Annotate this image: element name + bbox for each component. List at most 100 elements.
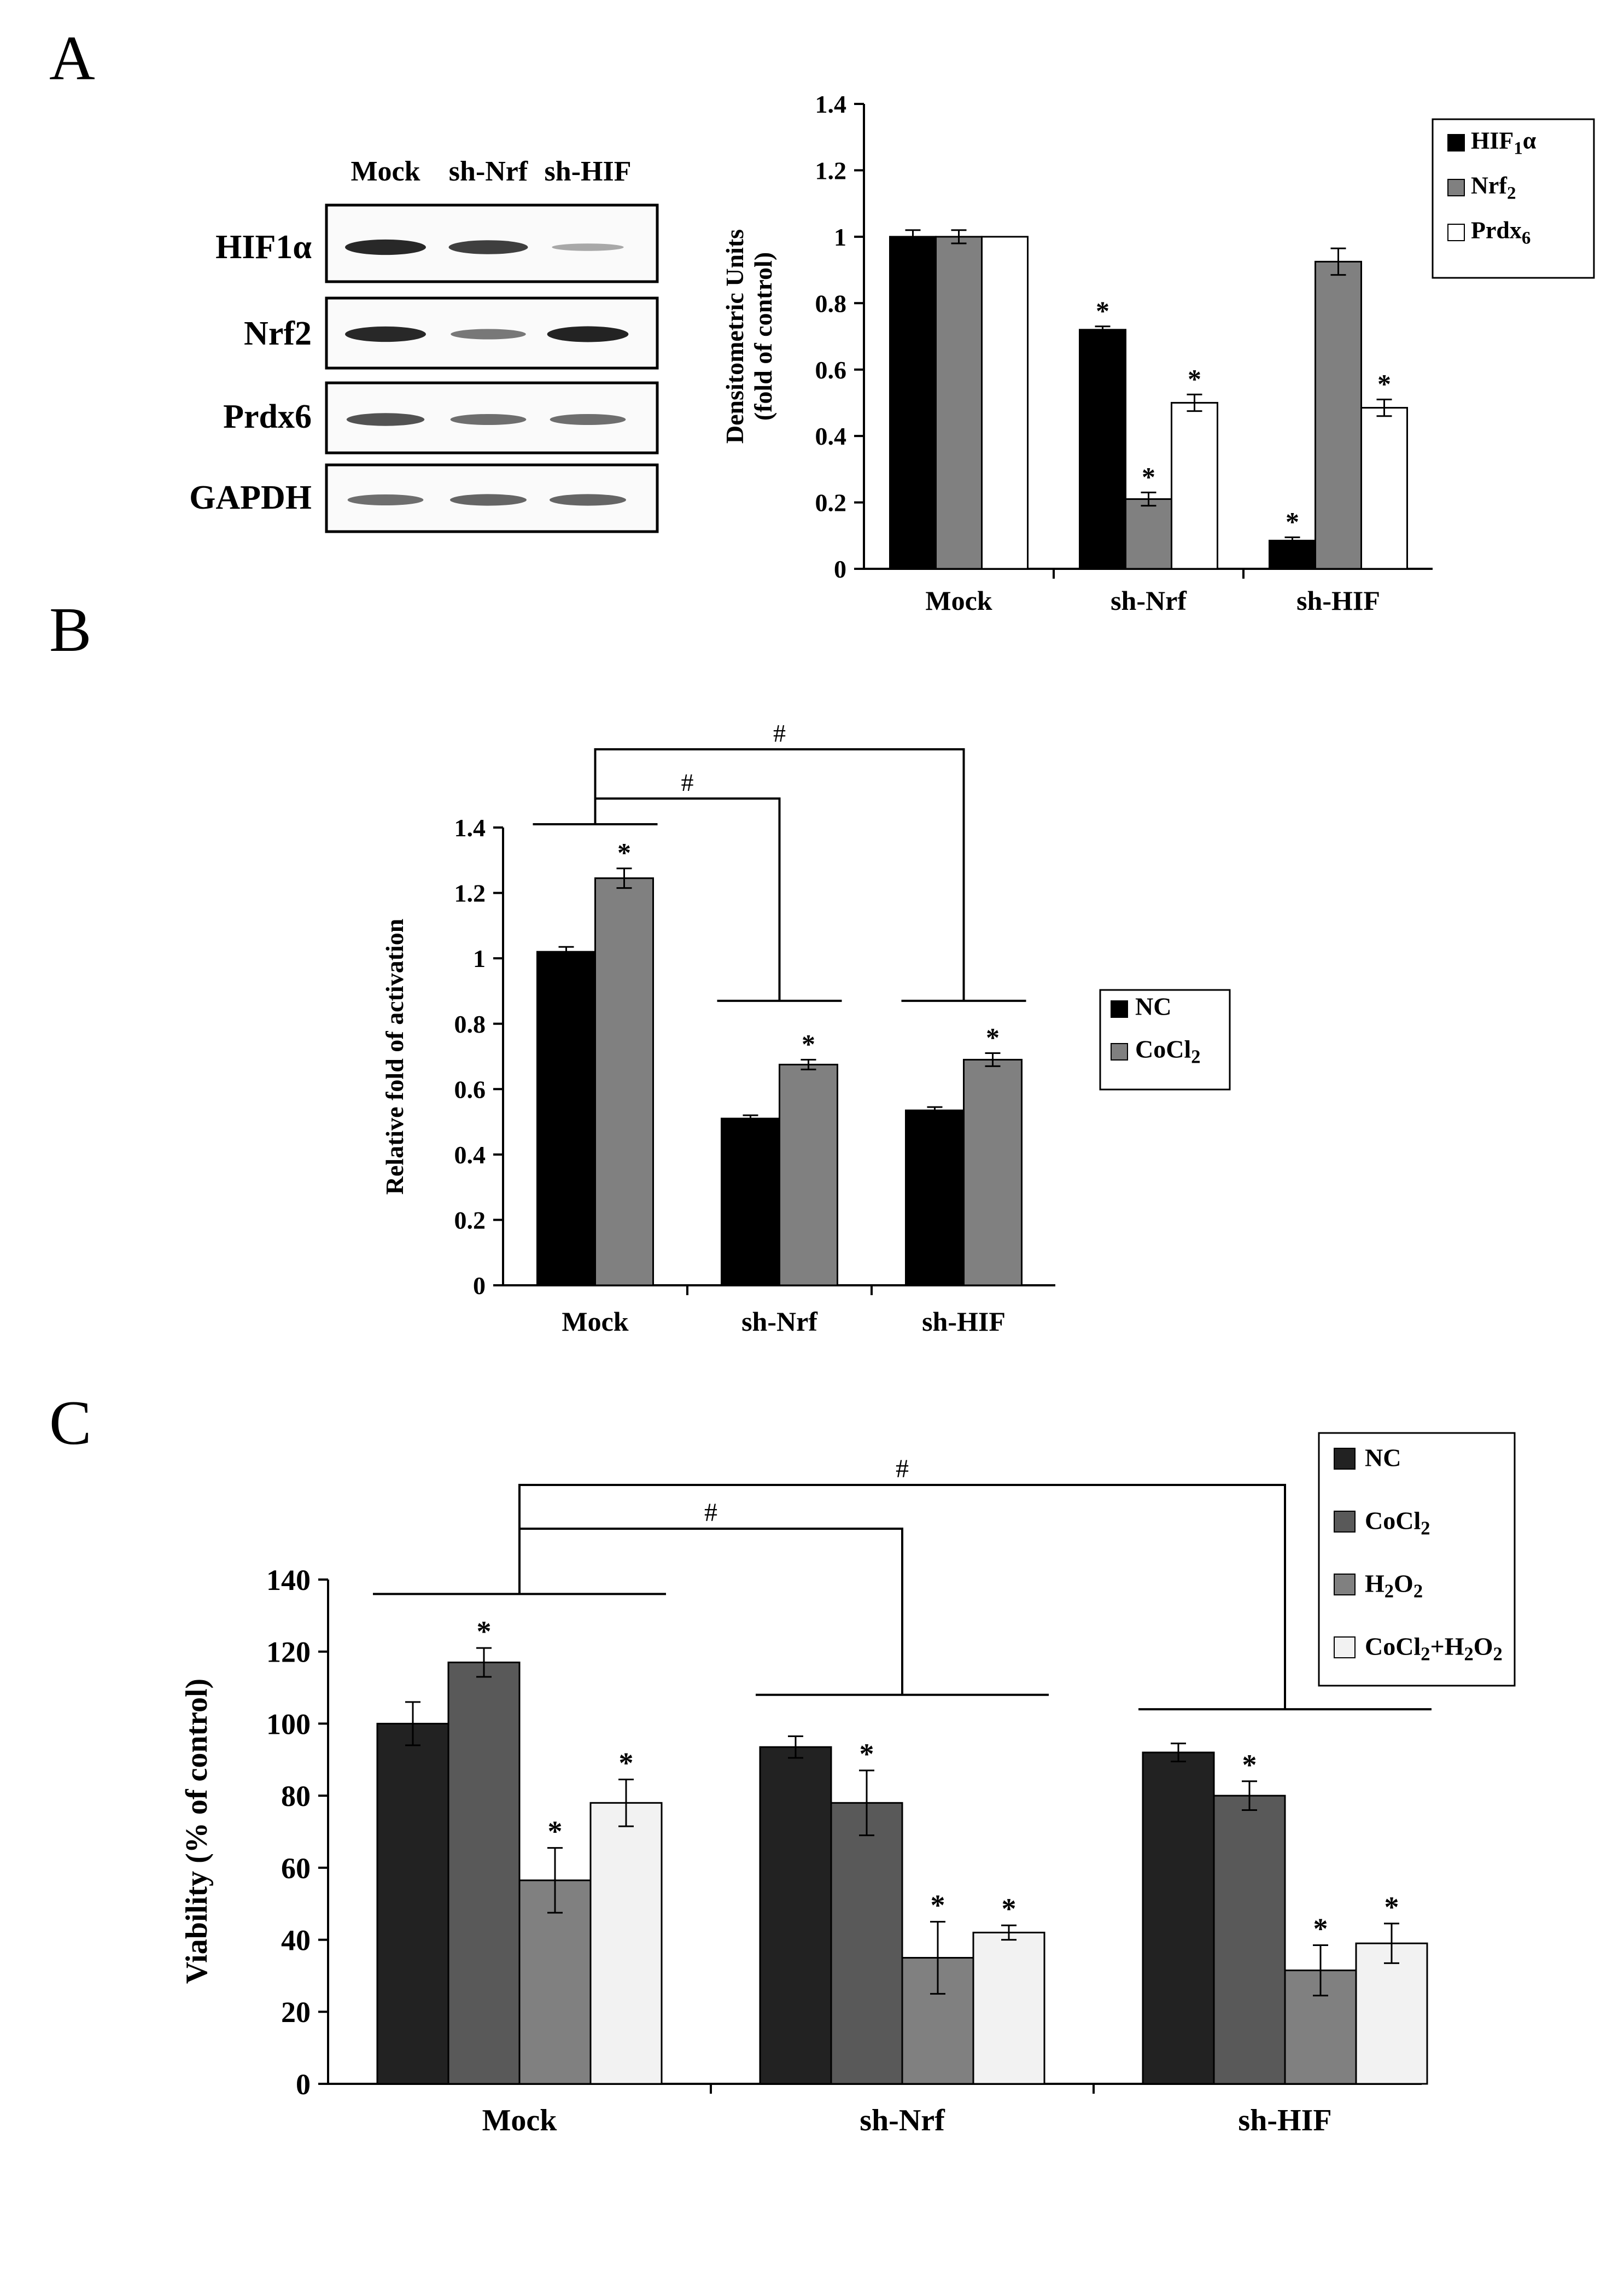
legend-label-b-nc: NC: [1135, 993, 1171, 1021]
bracket-label-b: #: [773, 719, 786, 747]
chart-c-y-tick-label: 40: [281, 1924, 311, 1956]
chart-b-y-tick-label: 0.8: [454, 1010, 486, 1038]
chart-b-y-tick-label: 1: [473, 945, 486, 972]
significance-marker-c: *: [619, 1747, 634, 1780]
significance-marker-c: *: [477, 1615, 492, 1648]
chart-b: 0 0.2 0.4 0.6 0.8 1 1.2 1.4 Mock sh-Nrf sh-HIF Rela…: [381, 719, 1231, 1337]
legend-swatch-c-cocl2-h2o2: [1334, 1636, 1356, 1658]
blot-lane-label-sh-hif: sh-HIF: [545, 156, 632, 187]
bar-a-sh-hif-nrf2: [1315, 260, 1362, 570]
chart-c-y-tick-label: 0: [296, 2068, 311, 2101]
bar-c-sh-hif-cocl2: [1213, 1795, 1286, 2085]
bar-c-mock-nc: [376, 1722, 449, 2085]
chart-a-y-tick-label: 1.2: [815, 157, 847, 185]
significance-marker-b: *: [617, 837, 631, 868]
bar-a-sh-hif-hif1: [1269, 539, 1316, 570]
band-nrf2-mock: [345, 326, 426, 342]
significance-marker-a: *: [1188, 363, 1201, 394]
band-gapdh-mock: [347, 494, 424, 506]
bar-c-mock-cocl2-h2o2: [589, 1802, 663, 2085]
legend-swatch-c-h2o2: [1334, 1574, 1356, 1595]
legend-label-c-nc: NC: [1365, 1443, 1401, 1471]
significance-marker-a: *: [1377, 368, 1391, 399]
chart-a-y-axis-label: Densitometric Units: [721, 229, 749, 444]
panel-label-a: A: [49, 24, 95, 94]
chart-c-category-label-mock: Mock: [482, 2104, 558, 2137]
chart-b-category-label-sh-nrf: sh-Nrf: [741, 1306, 818, 1337]
chart-b-category-label-sh-hif: sh-HIF: [922, 1306, 1006, 1337]
bar-a-sh-hif-prdx6: [1360, 407, 1408, 570]
legend-swatch-b-cocl2: [1111, 1043, 1128, 1061]
chart-c-y-tick-label: 20: [281, 1996, 311, 2029]
chart-b-y-axis-label: Relative fold of activation: [381, 919, 408, 1195]
chart-a-category-label-mock: Mock: [925, 585, 992, 616]
bracket-b-mock-sh-hif: [594, 748, 965, 1001]
legend-swatch-a-prdx6: [1447, 224, 1465, 241]
bar-c-sh-hif-nc: [1142, 1751, 1215, 2085]
bar-a-mock-hif1: [889, 236, 937, 570]
bracket-label-c: #: [704, 1498, 717, 1527]
blot-row-label-gapdh: GAPDH: [189, 479, 312, 516]
bar-a-sh-nrf-nrf2: [1125, 498, 1172, 570]
chart-c-y-tick-label: 100: [266, 1708, 311, 1740]
band-prdx6-mock: [346, 413, 425, 426]
band-hif1-sh-nrf: [448, 240, 528, 254]
significance-marker-c: *: [1002, 1892, 1017, 1925]
legend-label-a-hif1: HIF1α: [1471, 127, 1537, 159]
legend-label-b-cocl2: CoCl2: [1135, 1035, 1200, 1068]
chart-b-y-tick-label: 0.4: [454, 1141, 486, 1169]
chart-c: 0 20 40 60 80 100 120 140 Mock sh-Nrf sh-HIF Viabil…: [180, 1432, 1516, 2137]
bracket-c-mock-sh-hif: [518, 1484, 1286, 1710]
chart-c-category-label-sh-hif: sh-HIF: [1238, 2104, 1331, 2137]
western-blot: Mock sh-Nrf sh-HIF HIF1α Nrf2 Prdx6 GAPD…: [189, 156, 659, 533]
legend-label-c-cocl2-h2o2: CoCl2+H2O2: [1365, 1632, 1503, 1664]
bar-b-sh-nrf-nc: [721, 1117, 780, 1286]
legend-swatch-a-hif1: [1447, 134, 1465, 152]
chart-a-y-tick-label: 0: [834, 555, 846, 583]
chart-c-y-tick-label: 140: [266, 1564, 311, 1597]
blot-lane-label-mock: Mock: [350, 156, 420, 187]
blot-lane-label-sh-nrf: sh-Nrf: [449, 156, 528, 187]
bar-b-mock-cocl2: [594, 877, 654, 1286]
bar-a-mock-nrf2: [935, 236, 983, 570]
bar-c-sh-hif-cocl2-h2o2: [1355, 1942, 1428, 2085]
band-prdx6-sh-nrf: [450, 413, 527, 426]
legend-swatch-b-nc: [1111, 1000, 1128, 1018]
chart-c-y-tick-label: 60: [281, 1852, 311, 1885]
blot-row-label-nrf2: Nrf2: [244, 315, 312, 352]
blot-row-label-prdx6: Prdx6: [223, 398, 312, 435]
chart-b-y-tick-label: 0.2: [454, 1207, 486, 1234]
significance-marker-a: *: [1286, 506, 1299, 537]
bracket-label-c: #: [896, 1454, 909, 1483]
chart-c-category-label-sh-nrf: sh-Nrf: [860, 2104, 945, 2137]
chart-a-category-label-sh-nrf: sh-Nrf: [1111, 585, 1187, 616]
chart-a-y-tick-label: 0.6: [815, 356, 847, 384]
chart-b-y-tick-label: 0: [473, 1272, 486, 1300]
bar-c-mock-h2o2: [518, 1879, 592, 2085]
significance-marker-b: *: [802, 1028, 815, 1059]
chart-c-y-tick-label: 120: [266, 1636, 311, 1669]
band-hif1-sh-hif: [552, 243, 624, 251]
chart-a-category-label-sh-hif: sh-HIF: [1296, 585, 1380, 616]
significance-marker-a: *: [1096, 295, 1109, 326]
band-prdx6-sh-hif: [550, 413, 626, 426]
panel-label-b: B: [49, 595, 91, 665]
legend-label-a-nrf2: Nrf2: [1471, 172, 1516, 203]
chart-b-y-tick-label: 0.6: [454, 1075, 486, 1103]
band-nrf2-sh-nrf: [451, 329, 526, 340]
chart-a-y-tick-label: 1.4: [815, 90, 847, 118]
legend-swatch-a-nrf2: [1447, 179, 1465, 196]
chart-b-category-label-mock: Mock: [562, 1306, 628, 1337]
legend-label-c-cocl2: CoCl2: [1365, 1506, 1430, 1539]
bar-a-mock-prdx6: [981, 236, 1029, 570]
chart-b-y-tick-label: 1.4: [454, 814, 486, 842]
bar-a-sh-nrf-hif1: [1079, 329, 1126, 570]
legend-label-c-h2o2: H2O2: [1365, 1569, 1423, 1601]
chart-c-y-axis-label: Viability (% of control): [180, 1679, 214, 1984]
bar-b-mock-nc: [536, 951, 596, 1286]
band-gapdh-sh-nrf: [450, 494, 527, 506]
significance-marker-c: *: [931, 1889, 945, 1922]
significance-marker-c: *: [1385, 1891, 1399, 1924]
bracket-c-mock-sh-nrf: [518, 1528, 903, 1695]
bar-c-mock-cocl2: [447, 1661, 521, 2085]
